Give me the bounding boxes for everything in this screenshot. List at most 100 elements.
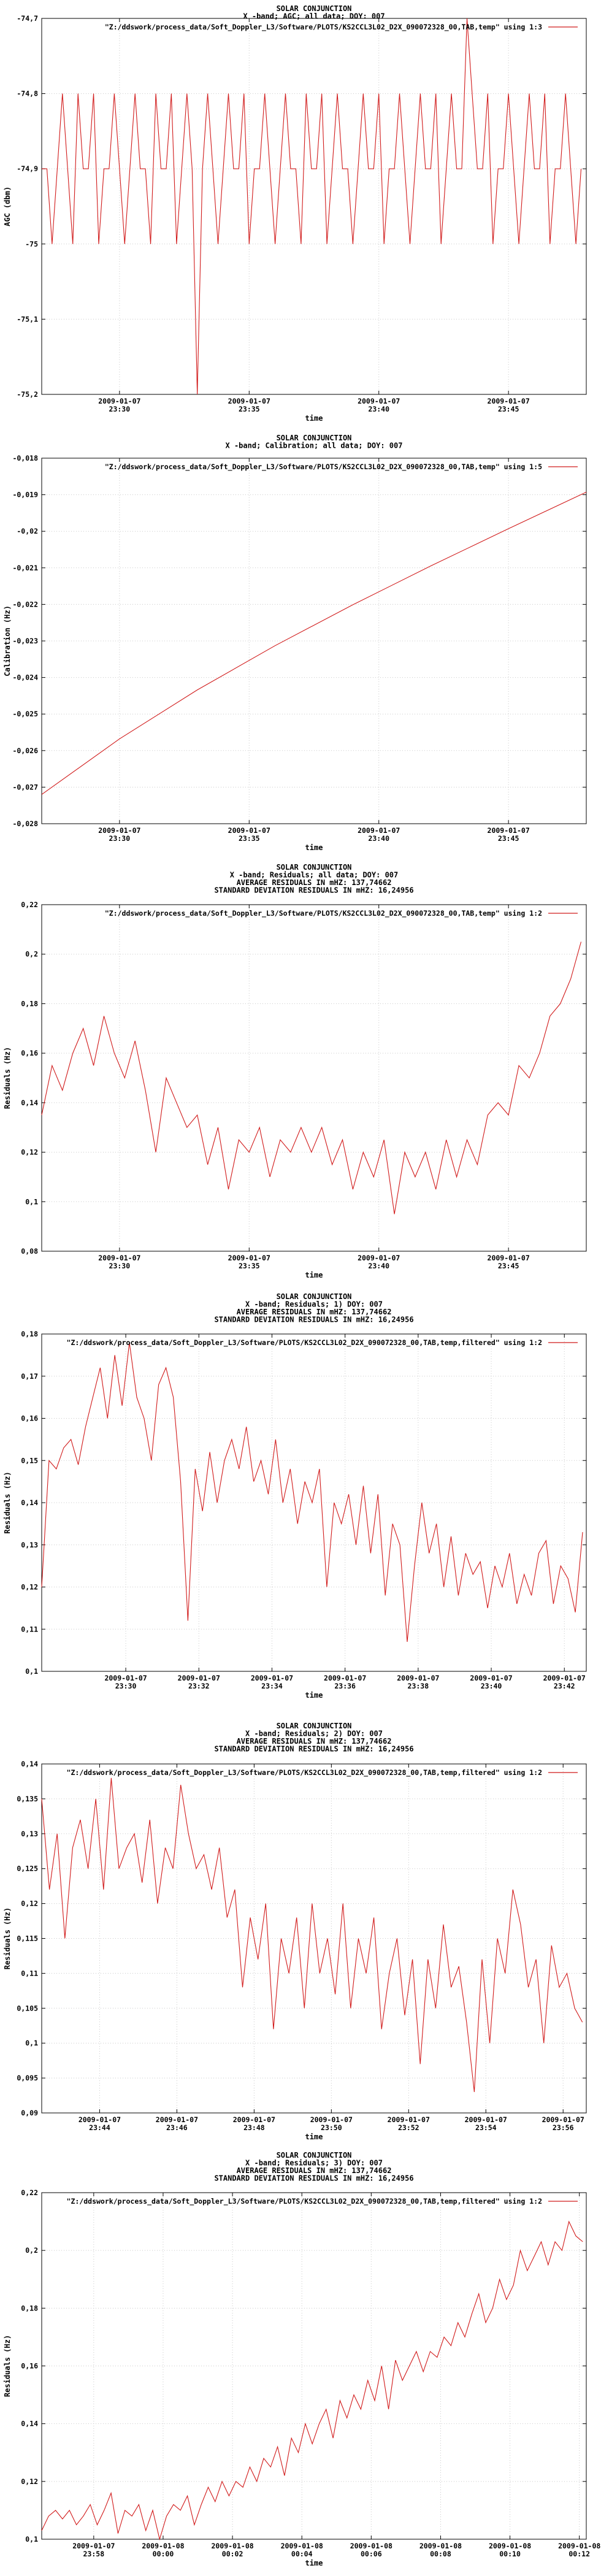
series-line — [41, 941, 582, 1214]
chart-title-line: SOLAR CONJUNCTION — [277, 863, 352, 872]
x-tick-time-label: 23:40 — [368, 1262, 389, 1270]
x-tick-time-label: 23:50 — [321, 2123, 342, 2132]
y-tick-label: 0,22 — [21, 900, 38, 909]
x-tick-time-label: 00:04 — [291, 2550, 313, 2558]
x-tick-date-label: 2009-01-07 — [358, 826, 400, 835]
chart-title-line: STANDARD DEVIATION RESIDUALS IN mHZ: 16,… — [214, 1745, 413, 1754]
x-tick-date-label: 2009-01-07 — [542, 2115, 584, 2124]
legend-label: "Z:/ddswork/process_data/Soft_Doppler_L3… — [67, 1768, 542, 1777]
x-tick-time-label: 23:36 — [334, 1682, 356, 1690]
y-tick-label: 0,15 — [21, 1456, 38, 1465]
legend-label: "Z:/ddswork/process_data/Soft_Doppler_L3… — [105, 462, 542, 472]
series-line — [41, 2220, 583, 2541]
x-tick-time-label: 23:45 — [498, 405, 519, 413]
chart-title-line: SOLAR CONJUNCTION — [277, 2151, 352, 2160]
y-tick-label: -74,9 — [17, 164, 38, 173]
chart-title-line: SOLAR CONJUNCTION — [277, 4, 352, 13]
x-tick-date-label: 2009-01-08 — [281, 2542, 323, 2550]
x-tick-date-label: 2009-01-07 — [104, 1674, 147, 1682]
y-tick-label: 0,13 — [21, 1830, 38, 1838]
x-tick-date-label: 2009-01-07 — [178, 1674, 220, 1682]
plot-frame — [41, 18, 587, 395]
x-tick-time-label: 23:32 — [188, 1682, 210, 1690]
y-tick-label: 0,1 — [25, 1667, 38, 1676]
x-axis-label: time — [305, 2559, 323, 2567]
legend-label: "Z:/ddswork/process_data/Soft_Doppler_L3… — [105, 23, 542, 32]
x-tick-date-label: 2009-01-07 — [72, 2542, 115, 2550]
x-tick-time-label: 23:52 — [398, 2123, 419, 2132]
y-tick-label: -0,02 — [17, 527, 38, 535]
plot-frame — [41, 1763, 587, 2114]
y-tick-label: 0,17 — [21, 1372, 38, 1381]
chart-title-line: X -band; Calibration; all data; DOY: 007 — [226, 442, 403, 450]
x-tick-date-label: 2009-01-08 — [558, 2542, 600, 2550]
x-tick-time-label: 00:00 — [153, 2550, 174, 2558]
chart-title-line: X -band; Residuals; all data; DOY: 007 — [230, 871, 399, 880]
x-tick-time-label: 23:30 — [115, 1682, 137, 1690]
y-tick-label: 0,115 — [17, 1934, 38, 1943]
x-tick-date-label: 2009-01-08 — [211, 2542, 253, 2550]
y-tick-label: -0,018 — [12, 454, 38, 462]
x-tick-date-label: 2009-01-07 — [358, 1254, 400, 1262]
x-tick-time-label: 23:56 — [553, 2123, 574, 2132]
y-axis-label: Residuals (Hz) — [3, 1907, 12, 1969]
x-tick-date-label: 2009-01-07 — [233, 2115, 275, 2124]
chart-title-line: X -band; Residuals; 1) DOY: 007 — [245, 1300, 383, 1309]
chart-title-line: SOLAR CONJUNCTION — [277, 1722, 352, 1730]
x-tick-date-label: 2009-01-07 — [228, 1254, 270, 1262]
y-tick-label: 0,16 — [21, 1414, 38, 1423]
x-tick-date-label: 2009-01-07 — [488, 826, 530, 835]
plot-frame — [41, 904, 587, 1252]
x-tick-time-label: 00:06 — [361, 2550, 382, 2558]
y-tick-label: 0,11 — [21, 1969, 38, 1977]
y-axis-label: Residuals (Hz) — [3, 1471, 12, 1533]
y-axis-label: AGC (dbm) — [3, 186, 12, 226]
y-tick-label: 0,12 — [21, 1583, 38, 1592]
x-axis-label: time — [305, 843, 323, 852]
x-tick-time-label: 23:34 — [261, 1682, 283, 1690]
y-tick-label: -74,7 — [17, 14, 38, 23]
x-tick-time-label: 23:46 — [166, 2123, 188, 2132]
x-tick-date-label: 2009-01-07 — [228, 397, 270, 405]
x-axis-label: time — [305, 1691, 323, 1700]
plot-frame — [41, 458, 587, 824]
chart-title-line: SOLAR CONJUNCTION — [277, 434, 352, 442]
x-tick-date-label: 2009-01-08 — [142, 2542, 184, 2550]
y-tick-label: -75,2 — [17, 390, 38, 399]
y-tick-label: 0,13 — [21, 1541, 38, 1549]
y-tick-label: 0,14 — [21, 2420, 38, 2428]
chart-title-line: AVERAGE RESIDUALS IN mHZ: 137,74662 — [237, 1308, 392, 1316]
y-tick-label: 0,2 — [25, 2246, 38, 2255]
y-tick-label: -75 — [25, 240, 38, 248]
x-tick-date-label: 2009-01-07 — [488, 397, 530, 405]
x-tick-time-label: 23:40 — [368, 834, 389, 843]
x-tick-date-label: 2009-01-07 — [228, 826, 270, 835]
x-tick-time-label: 23:38 — [408, 1682, 429, 1690]
x-tick-time-label: 23:42 — [554, 1682, 575, 1690]
y-tick-label: -0,024 — [12, 673, 38, 682]
y-tick-label: 0,125 — [17, 1865, 38, 1873]
x-tick-time-label: 00:08 — [430, 2550, 451, 2558]
y-tick-label: 0,1 — [25, 2039, 38, 2047]
series-line — [41, 1342, 583, 1642]
y-tick-label: -0,025 — [12, 710, 38, 718]
x-axis-label: time — [305, 414, 323, 423]
chart-title-line: AVERAGE RESIDUALS IN mHZ: 137,74662 — [237, 1737, 392, 1746]
x-tick-time-label: 23:45 — [498, 834, 519, 843]
y-tick-label: -0,026 — [12, 746, 38, 755]
y-tick-label: 0,12 — [21, 1899, 38, 1908]
x-tick-date-label: 2009-01-07 — [388, 2115, 430, 2124]
chart-title-line: SOLAR CONJUNCTION — [277, 1292, 352, 1301]
x-tick-date-label: 2009-01-07 — [78, 2115, 121, 2124]
x-tick-date-label: 2009-01-08 — [350, 2542, 392, 2550]
x-tick-date-label: 2009-01-07 — [324, 1674, 366, 1682]
y-tick-label: 0,105 — [17, 2004, 38, 2012]
y-tick-label: 0,16 — [21, 1049, 38, 1057]
y-tick-label: 0,12 — [21, 2477, 38, 2486]
chart-title-line: X -band; AGC; all data; DOY: 007 — [243, 12, 385, 21]
x-tick-time-label: 23:35 — [239, 1262, 260, 1270]
y-tick-label: 0,22 — [21, 2188, 38, 2197]
